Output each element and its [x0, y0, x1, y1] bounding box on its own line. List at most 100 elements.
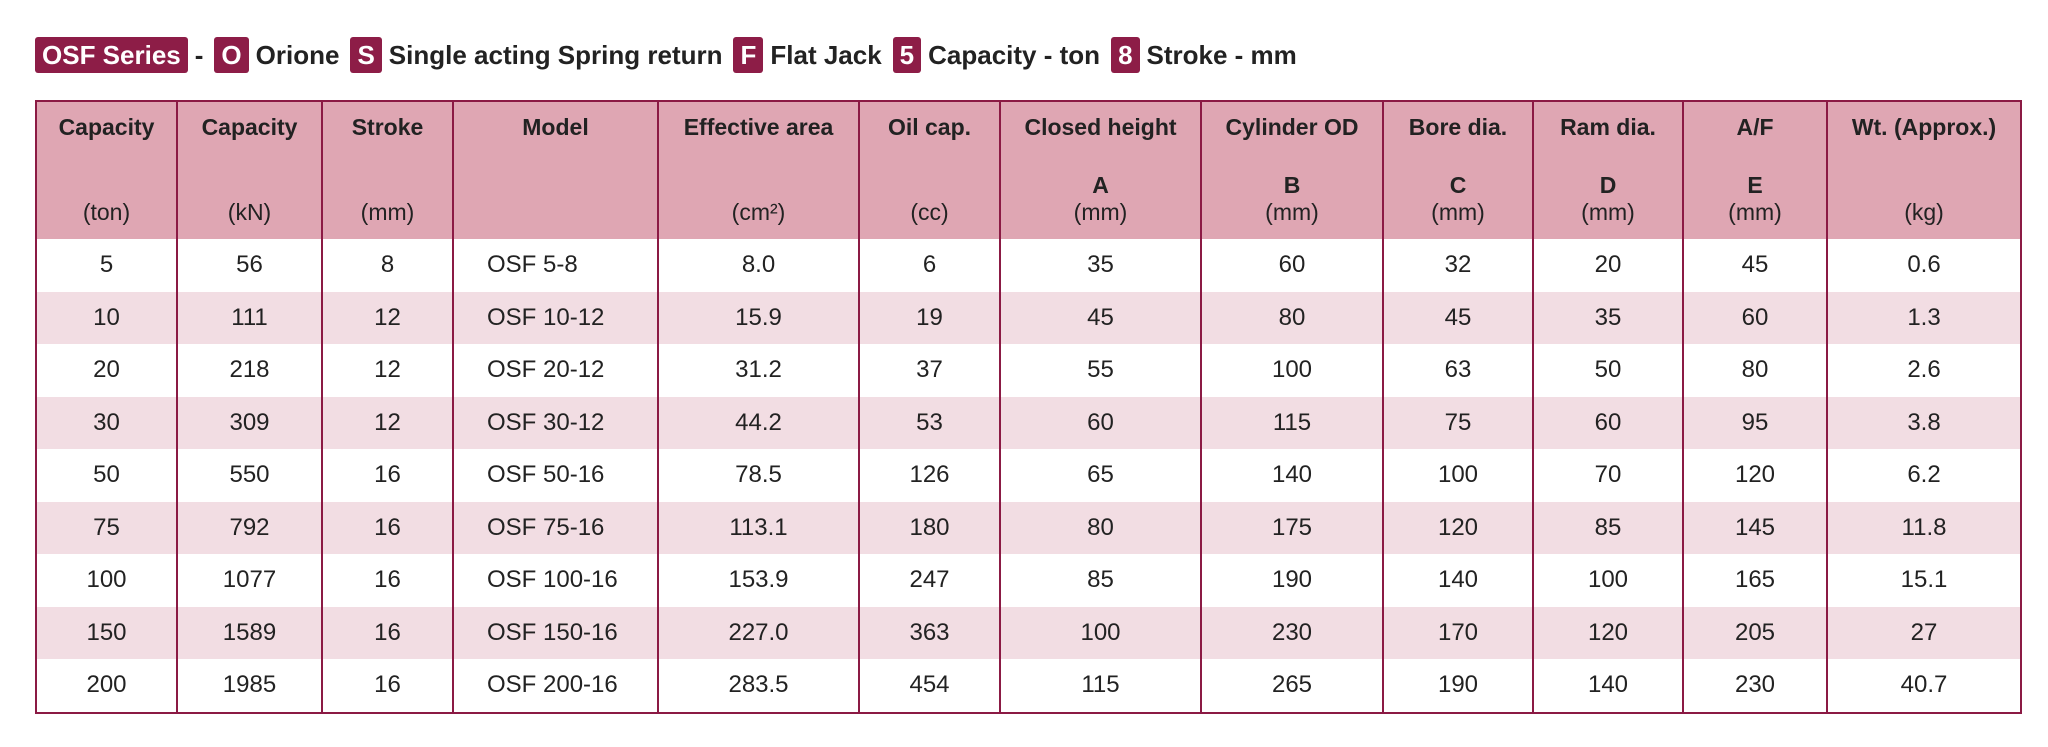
column-name: Closed height — [1024, 114, 1177, 140]
column-name: Capacity — [58, 114, 155, 140]
table-row: 5 56 8 OSF 5-8 8.0 6 35 60 32 20 45 0.6 — [35, 239, 2022, 292]
table-cell: 16 — [321, 554, 454, 607]
column-unit: (mm) — [1728, 199, 1782, 225]
table-cell: 2.6 — [1826, 344, 2022, 397]
table-cell: 140 — [1382, 554, 1534, 607]
column-name: Stroke — [351, 114, 424, 140]
table-cell: 60 — [999, 396, 1202, 449]
table-cell: 53 — [858, 396, 1001, 449]
table-cell: 190 — [1382, 659, 1534, 713]
legend-code: O — [214, 37, 249, 73]
column-name: Model — [522, 114, 589, 140]
table-cell: 16 — [321, 606, 454, 659]
table-cell: 12 — [321, 291, 454, 344]
table-cell: 56 — [176, 239, 323, 292]
table-cell: 35 — [999, 239, 1202, 292]
table-cell: 100 — [999, 606, 1202, 659]
table-cell: 5 — [35, 239, 178, 292]
table-row: 150 1589 16 OSF 150-16 227.0 363 100 230 170 120 2… — [35, 606, 2022, 659]
table-cell: 31.2 — [657, 344, 860, 397]
separator: - — [194, 39, 204, 70]
table-cell: 165 — [1682, 554, 1828, 607]
table-cell: 120 — [1532, 606, 1684, 659]
table-cell: 85 — [1532, 501, 1684, 554]
table-cell: 1589 — [176, 606, 323, 659]
table-cell: 140 — [1532, 659, 1684, 713]
table-cell: 37 — [858, 344, 1001, 397]
table-cell: 10 — [35, 291, 178, 344]
table-cell: OSF 30-12 — [452, 396, 659, 449]
table-cell: 1.3 — [1826, 291, 2022, 344]
table-cell: 180 — [858, 501, 1001, 554]
table-cell: 115 — [1200, 396, 1384, 449]
legend-label: Orione — [255, 39, 340, 70]
table-cell: OSF 75-16 — [452, 501, 659, 554]
column-unit: (mm) — [1073, 199, 1128, 225]
table-cell: 227.0 — [657, 606, 860, 659]
column-header: Stroke (mm) — [321, 101, 454, 239]
table-cell: 11.8 — [1826, 501, 2022, 554]
column-name: A/F — [1736, 114, 1774, 140]
legend-label: Stroke - mm — [1146, 39, 1297, 70]
table-cell: 454 — [858, 659, 1001, 713]
column-header: Model — [452, 101, 659, 239]
header-row: Capacity (ton) Capacity (kN) Stroke (mm) Model… — [35, 101, 2022, 239]
column-unit: (ton) — [82, 199, 131, 225]
column-name: Ram dia. — [1560, 114, 1656, 140]
table-row: 75 792 16 OSF 75-16 113.1 180 80 175 120 85 145 11.… — [35, 501, 2022, 554]
table-cell: 30 — [35, 396, 178, 449]
column-letter: C — [1449, 172, 1467, 198]
legend-code: 8 — [1111, 37, 1140, 73]
table-cell: 153.9 — [657, 554, 860, 607]
table-cell: 60 — [1200, 239, 1384, 292]
table-cell: 247 — [858, 554, 1001, 607]
table-row: 10 111 12 OSF 10-12 15.9 19 45 80 45 35 60 1.3 — [35, 291, 2022, 344]
table-row: 100 1077 16 OSF 100-16 153.9 247 85 190 140 100 16… — [35, 554, 2022, 607]
table-cell: 230 — [1200, 606, 1384, 659]
table-cell: 70 — [1532, 449, 1684, 502]
table-cell: 120 — [1382, 501, 1534, 554]
legend-code: 5 — [892, 37, 922, 73]
table-cell: 16 — [321, 449, 454, 502]
table-cell: 45 — [999, 291, 1202, 344]
table-cell: 35 — [1532, 291, 1684, 344]
table-cell: OSF 10-12 — [452, 291, 659, 344]
table-cell: 44.2 — [657, 396, 860, 449]
column-header: Oil cap. (cc) — [858, 101, 1001, 239]
column-unit: (mm) — [1431, 199, 1485, 225]
table-cell: 12 — [321, 344, 454, 397]
table-cell: 113.1 — [657, 501, 860, 554]
column-header: Capacity (kN) — [176, 101, 323, 239]
table-cell: 145 — [1682, 501, 1828, 554]
column-unit: (mm) — [1581, 199, 1635, 225]
column-name: Oil cap. — [887, 114, 972, 140]
table-cell: 3.8 — [1826, 396, 2022, 449]
table-cell: 140 — [1200, 449, 1384, 502]
column-name: Bore dia. — [1408, 114, 1508, 140]
table-cell: 6 — [858, 239, 1001, 292]
table-cell: 60 — [1682, 291, 1828, 344]
table-row: 30 309 12 OSF 30-12 44.2 53 60 115 75 60 95 3.8 — [35, 396, 2022, 449]
table-cell: 792 — [176, 501, 323, 554]
table-cell: 15.9 — [657, 291, 860, 344]
table-cell: 75 — [1382, 396, 1534, 449]
table-cell: 309 — [176, 396, 323, 449]
table-cell: 126 — [858, 449, 1001, 502]
table-cell: 12 — [321, 396, 454, 449]
column-header: Cylinder OD B (mm) — [1200, 101, 1384, 239]
table-cell: 8 — [321, 239, 454, 292]
legend-code: S — [350, 37, 382, 73]
table-row: 50 550 16 OSF 50-16 78.5 126 65 140 100 70 120 6.2 — [35, 449, 2022, 502]
column-letter: D — [1599, 172, 1617, 198]
table-cell: 60 — [1532, 396, 1684, 449]
table-cell: 80 — [1682, 344, 1828, 397]
table-cell: 15.1 — [1826, 554, 2022, 607]
table-cell: 16 — [321, 501, 454, 554]
table-cell: OSF 50-16 — [452, 449, 659, 502]
table-cell: 78.5 — [657, 449, 860, 502]
table-cell: 27 — [1826, 606, 2022, 659]
table-cell: 80 — [1200, 291, 1384, 344]
table-cell: 200 — [35, 659, 178, 713]
table-cell: 550 — [176, 449, 323, 502]
